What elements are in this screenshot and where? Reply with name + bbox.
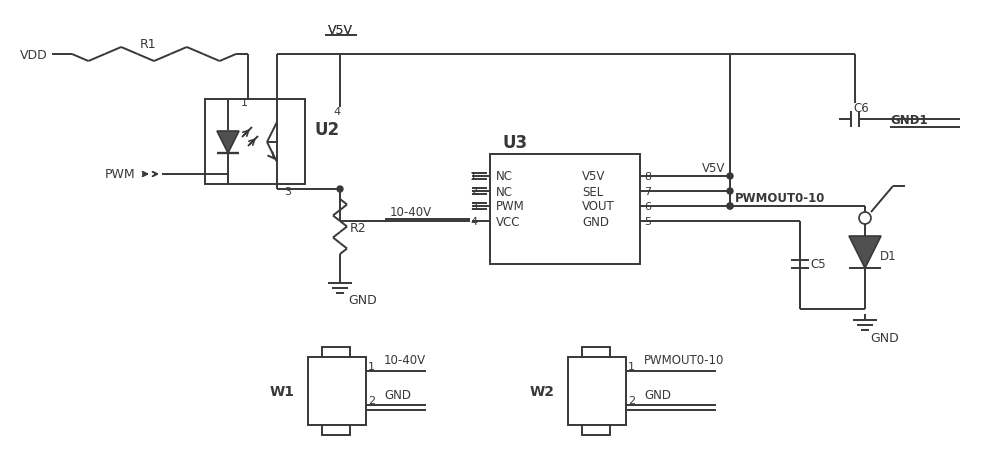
Polygon shape (217, 131, 239, 154)
Text: 1: 1 (368, 361, 375, 371)
Text: C6: C6 (853, 101, 869, 114)
Text: 2: 2 (368, 395, 375, 405)
Text: PWM: PWM (496, 200, 525, 213)
Text: GND: GND (384, 389, 411, 402)
Text: 2: 2 (628, 395, 635, 405)
Text: 6: 6 (644, 202, 651, 212)
Circle shape (727, 174, 733, 180)
Text: NC: NC (496, 170, 513, 183)
Text: 4: 4 (333, 107, 340, 117)
Text: 3: 3 (284, 187, 291, 197)
Text: PWMOUT0-10: PWMOUT0-10 (735, 191, 825, 204)
Text: D1: D1 (880, 250, 897, 263)
Text: 1: 1 (470, 172, 477, 182)
Text: W1: W1 (270, 384, 295, 398)
Circle shape (859, 212, 871, 224)
Text: 1: 1 (241, 98, 248, 108)
Text: V5V: V5V (328, 24, 352, 36)
Text: GND: GND (582, 215, 609, 228)
Text: VOUT: VOUT (582, 200, 615, 213)
Text: GND1: GND1 (890, 113, 928, 126)
Bar (322, 425, 350, 435)
Text: 10-40V: 10-40V (384, 354, 426, 367)
Polygon shape (849, 237, 881, 268)
Text: GND: GND (870, 331, 899, 344)
Circle shape (727, 203, 733, 210)
Bar (322, 347, 350, 357)
Text: U2: U2 (315, 121, 340, 139)
Bar (582, 347, 610, 357)
Text: 1: 1 (628, 361, 635, 371)
Circle shape (727, 203, 733, 210)
Text: 3: 3 (470, 202, 477, 212)
Text: V5V: V5V (582, 170, 605, 183)
Text: R1: R1 (140, 37, 157, 51)
Text: 5: 5 (644, 217, 651, 227)
Text: GND: GND (348, 293, 377, 306)
Text: W2: W2 (530, 384, 555, 398)
Bar (308, 357, 366, 425)
Text: 10-40V: 10-40V (390, 205, 432, 218)
Bar (582, 425, 610, 435)
Text: VDD: VDD (20, 48, 48, 61)
Text: 8: 8 (644, 172, 651, 182)
Circle shape (727, 188, 733, 195)
Bar (205, 100, 305, 185)
Text: 2: 2 (470, 187, 477, 197)
Text: GND: GND (644, 389, 671, 402)
Text: V5V: V5V (702, 161, 725, 174)
Text: V5V: V5V (328, 24, 352, 36)
Circle shape (337, 187, 343, 192)
Text: U3: U3 (502, 134, 527, 152)
Text: VCC: VCC (496, 215, 520, 228)
Bar (568, 357, 626, 425)
Text: NC: NC (496, 185, 513, 198)
Text: 7: 7 (644, 187, 651, 197)
Text: PWMOUT0-10: PWMOUT0-10 (644, 354, 724, 367)
Text: C5: C5 (810, 258, 826, 271)
Text: 4: 4 (470, 217, 477, 227)
Text: SEL: SEL (582, 185, 603, 198)
Bar (490, 155, 640, 264)
Text: PWM: PWM (105, 168, 136, 181)
Text: R2: R2 (350, 221, 367, 234)
